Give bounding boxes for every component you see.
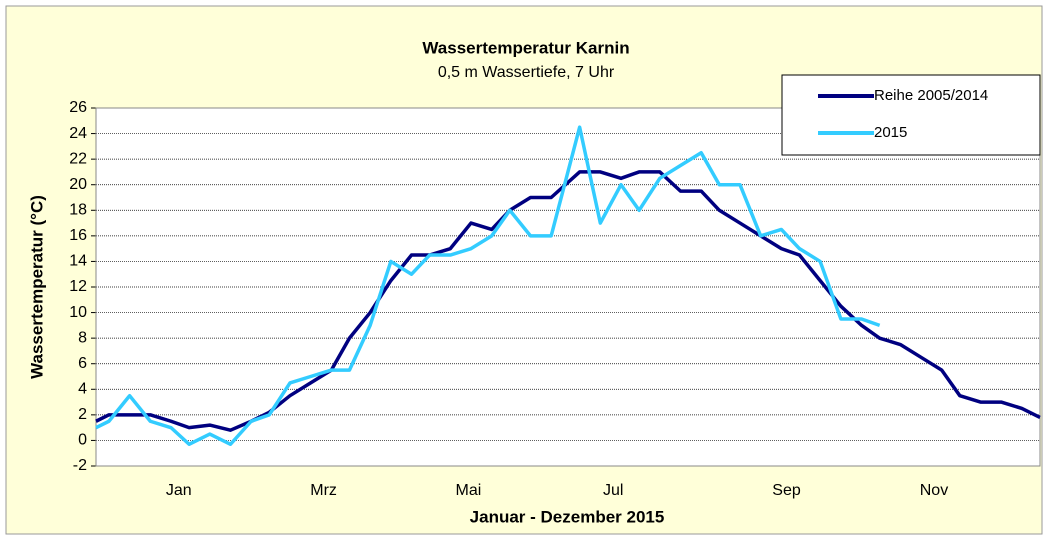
y-tick-label: 4 (78, 381, 87, 398)
x-tick-label: Mai (456, 482, 482, 499)
legend-label: 2015 (874, 124, 907, 141)
x-tick-label: Jan (166, 482, 192, 499)
plot-border (95, 107, 1041, 467)
y-tick-label: -2 (73, 457, 87, 474)
y-tick-label: 2 (78, 406, 87, 423)
y-tick-label: 10 (69, 304, 87, 321)
y-tick-label: 20 (69, 176, 87, 193)
y-tick-label: 16 (69, 227, 87, 244)
y-tick-label: 14 (69, 253, 87, 270)
chart-subtitle: 0,5 m Wassertiefe, 7 Uhr (438, 64, 615, 81)
y-tick-label: 18 (69, 202, 87, 219)
y-tick-label: 22 (69, 150, 87, 167)
x-axis-label: Januar - Dezember 2015 (470, 507, 665, 526)
y-tick-label: 12 (69, 278, 87, 295)
legend-box (781, 74, 1041, 156)
x-tick-label: Nov (920, 482, 948, 499)
y-tick-label: 26 (69, 99, 87, 116)
x-tick-label: Jul (603, 482, 623, 499)
y-tick-label: 8 (78, 329, 87, 346)
y-tick-label: 6 (78, 355, 87, 372)
legend-label: Reihe 2005/2014 (874, 87, 988, 104)
y-tick-label: 0 (78, 432, 87, 449)
y-tick-label: 24 (69, 125, 87, 142)
y-axis-label: Wassertemperatur (°C) (27, 195, 46, 379)
chart-title: Wassertemperatur Karnin (422, 38, 629, 57)
x-tick-label: Mrz (310, 482, 337, 499)
series-line (95, 125, 881, 447)
x-tick-label: Sep (772, 482, 801, 499)
